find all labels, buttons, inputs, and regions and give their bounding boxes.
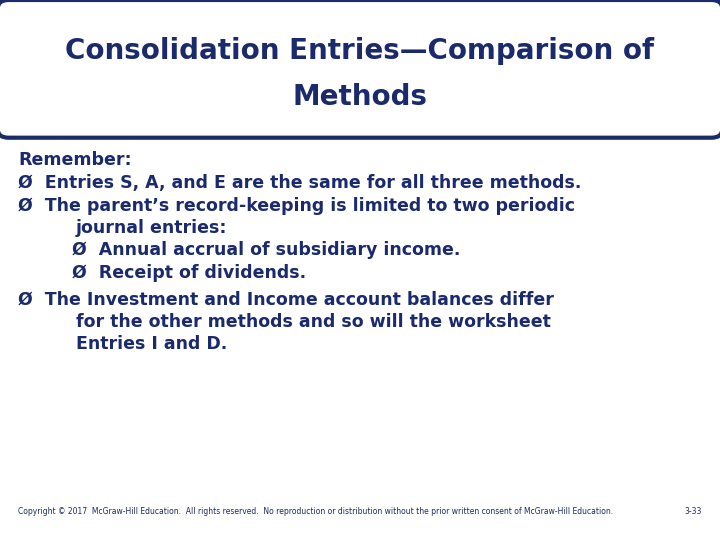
Text: Ø  Receipt of dividends.: Ø Receipt of dividends. [72,264,306,281]
Text: 3-33: 3-33 [685,507,702,516]
Text: Remember:: Remember: [18,151,132,169]
Text: Ø  Annual accrual of subsidiary income.: Ø Annual accrual of subsidiary income. [72,241,460,259]
Text: Copyright © 2017  McGraw-Hill Education.  All rights reserved.  No reproduction : Copyright © 2017 McGraw-Hill Education. … [18,507,613,516]
Text: journal entries:: journal entries: [76,219,227,237]
Text: Entries I and D.: Entries I and D. [76,335,227,353]
Text: Ø  The Investment and Income account balances differ: Ø The Investment and Income account bala… [18,291,554,308]
Text: Consolidation Entries—Comparison of: Consolidation Entries—Comparison of [66,37,654,65]
Text: Ø  Entries S, A, and E are the same for all three methods.: Ø Entries S, A, and E are the same for a… [18,174,581,192]
Text: Ø  The parent’s record-keeping is limited to two periodic: Ø The parent’s record-keeping is limited… [18,197,575,215]
Text: Methods: Methods [292,83,428,111]
Text: for the other methods and so will the worksheet: for the other methods and so will the wo… [76,313,551,330]
FancyBboxPatch shape [0,0,720,138]
